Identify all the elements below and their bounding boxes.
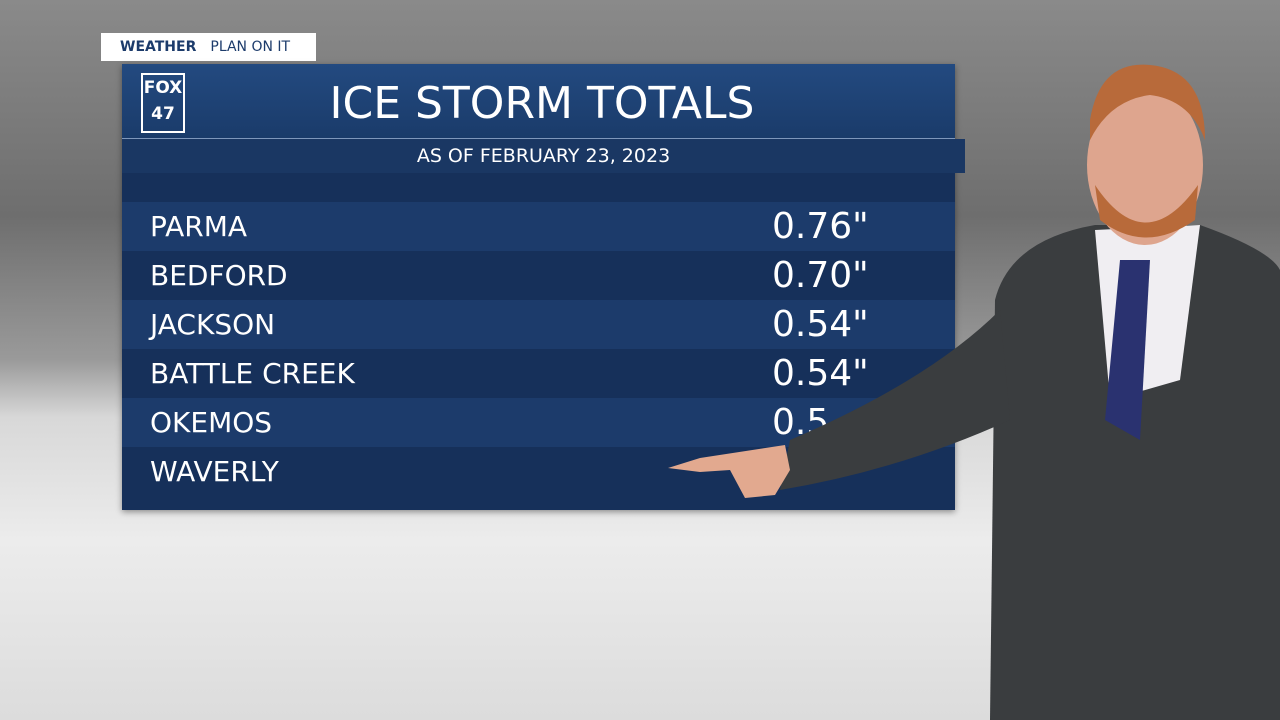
arm bbox=[780, 310, 1010, 490]
hand bbox=[668, 445, 790, 498]
